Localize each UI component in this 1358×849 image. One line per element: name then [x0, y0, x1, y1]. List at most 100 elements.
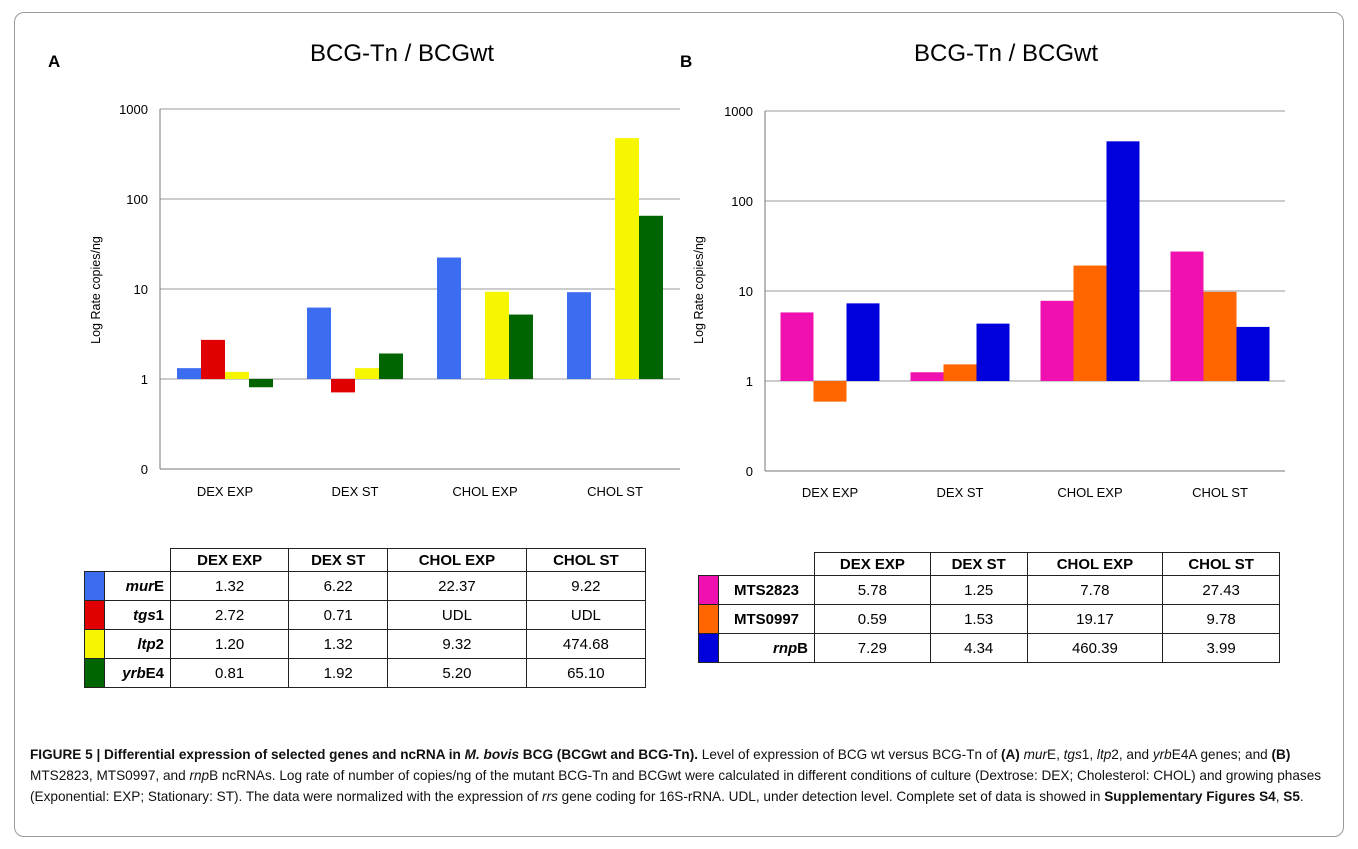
y-axis-label: Log Rate copies/ng: [89, 236, 103, 344]
x-tick-label: CHOL EXP: [1057, 485, 1122, 500]
caption-gene: yrb: [1152, 747, 1172, 762]
figure-caption: FIGURE 5 | Differential expression of se…: [30, 744, 1330, 807]
y-tick-label: 10: [739, 284, 753, 299]
col-header: DEX EXP: [814, 552, 931, 576]
table-cell: 1.25: [929, 575, 1028, 605]
legend-swatch: [84, 658, 105, 688]
y-tick-label: 0: [141, 462, 148, 477]
legend-swatch: [698, 604, 719, 634]
table-header-row: DEX EXP DEX ST CHOL EXP CHOL ST: [698, 552, 1280, 576]
bar-mts2823: [780, 312, 814, 381]
y-tick-label: 1: [141, 372, 148, 387]
bar-yrbe4: [639, 215, 663, 379]
table-row: rnpB 7.29 4.34 460.39 3.99: [698, 633, 1280, 663]
table-cell: 1.32: [169, 571, 290, 601]
y-tick-label: 1: [746, 374, 753, 389]
table-corner: [698, 552, 815, 576]
row-label: yrbE4: [104, 658, 171, 688]
caption-text: MTS2823, MTS0997, and: [30, 768, 190, 783]
caption-gene: rnp: [189, 768, 210, 783]
bar-mts0997: [1203, 291, 1237, 381]
legend-swatch: [84, 571, 105, 601]
table-cell: 9.78: [1162, 604, 1280, 634]
bar-mure: [307, 307, 331, 379]
col-header: CHOL ST: [1162, 552, 1280, 576]
bar-ltp2: [225, 371, 249, 379]
table-row: MTS0997 0.59 1.53 19.17 9.78: [698, 604, 1280, 634]
caption-title-1: Differential expression of selected gene…: [100, 747, 465, 762]
bar-yrbe4: [249, 379, 273, 388]
panel-b-title: BCG-Tn / BCGwt: [913, 40, 1099, 67]
table-cell: 0.59: [814, 604, 931, 634]
row-label: MTS0997: [718, 604, 815, 634]
bar-mts0997: [813, 381, 847, 402]
bar-mts0997: [1073, 265, 1107, 381]
panel-b-label: B: [680, 52, 693, 71]
table-row: yrbE4 0.81 1.92 5.20 65.10: [84, 658, 647, 688]
table-row: ltp2 1.20 1.32 9.32 474.68: [84, 629, 647, 659]
table-cell: 0.71: [288, 600, 389, 630]
table-cell: 7.29: [814, 633, 931, 663]
panel-b-table: DEX EXP DEX ST CHOL EXP CHOL ST MTS2823 5…: [698, 552, 1280, 663]
table-cell: 27.43: [1162, 575, 1280, 605]
bar-rnpb: [846, 303, 880, 381]
table-cell: 5.20: [387, 658, 527, 688]
bar-mure: [437, 257, 461, 379]
col-header: DEX ST: [929, 552, 1028, 576]
y-axis-label: Log Rate copies/ng: [692, 236, 706, 344]
table-header-row: DEX EXP DEX ST CHOL EXP CHOL ST: [84, 548, 647, 572]
legend-swatch: [698, 575, 719, 605]
caption-a-label: (A): [1000, 747, 1020, 762]
caption-text: 2, and: [1111, 747, 1153, 762]
row-label: rnpB: [718, 633, 815, 663]
caption-title-2: BCG (BCGwt and BCG-Tn).: [519, 747, 698, 762]
table-cell: 1.92: [288, 658, 389, 688]
caption-gene: rrs: [542, 789, 558, 804]
caption-text: Level of expression of BCG wt versus BCG…: [698, 747, 1001, 762]
bar-mts2823: [1170, 251, 1204, 381]
col-header: CHOL EXP: [1026, 552, 1164, 576]
table-cell: 7.78: [1026, 575, 1164, 605]
table-cell: 460.39: [1026, 633, 1164, 663]
x-tick-label: DEX ST: [937, 485, 984, 500]
x-tick-label: CHOL ST: [587, 484, 643, 499]
table-cell: 1.20: [169, 629, 290, 659]
x-tick-label: DEX EXP: [197, 484, 253, 499]
bar-rnpb: [1236, 326, 1270, 381]
caption-text: .: [1299, 789, 1304, 804]
bar-tgs1: [331, 379, 355, 393]
y-tick-label: 10: [134, 282, 148, 297]
caption-text: gene coding for 16S-rRNA. UDL, under det…: [557, 789, 1105, 804]
panel-a-table: DEX EXP DEX ST CHOL EXP CHOL ST murE 1.32…: [84, 548, 647, 688]
caption-gene: tgs: [1063, 747, 1082, 762]
caption-gene: mur: [1023, 747, 1048, 762]
legend-swatch: [698, 633, 719, 663]
col-header: DEX EXP: [169, 548, 290, 572]
table-cell: 1.32: [288, 629, 389, 659]
caption-text: E,: [1047, 747, 1064, 762]
bar-mure: [177, 368, 201, 379]
y-tick-label: 1000: [119, 102, 148, 117]
caption-gene: ltp: [1096, 747, 1112, 762]
caption-supplementary-link[interactable]: S5: [1283, 789, 1300, 804]
bar-ltp2: [485, 291, 509, 379]
y-tick-label: 100: [126, 192, 148, 207]
bar-ltp2: [615, 138, 639, 379]
bar-mure: [567, 292, 591, 379]
row-label: ltp2: [104, 629, 171, 659]
y-tick-label: 0: [746, 464, 753, 479]
caption-text: E4A genes; and: [1171, 747, 1272, 762]
bar-rnpb: [976, 323, 1010, 381]
table-cell: 0.81: [169, 658, 290, 688]
caption-text: B ncRNAs. Log rate of number of copies/n…: [30, 768, 1322, 804]
table-cell: 3.99: [1162, 633, 1280, 663]
caption-text: ,: [1275, 789, 1284, 804]
table-row: MTS2823 5.78 1.25 7.78 27.43: [698, 575, 1280, 605]
caption-supplementary-link[interactable]: Supplementary Figures S4: [1104, 789, 1276, 804]
table-cell: 19.17: [1026, 604, 1164, 634]
x-tick-label: CHOL ST: [1192, 485, 1248, 500]
table-cell: 1.53: [929, 604, 1028, 634]
caption-text: 1,: [1081, 747, 1097, 762]
col-header: DEX ST: [288, 548, 389, 572]
table-row: murE 1.32 6.22 22.37 9.22: [84, 571, 647, 601]
